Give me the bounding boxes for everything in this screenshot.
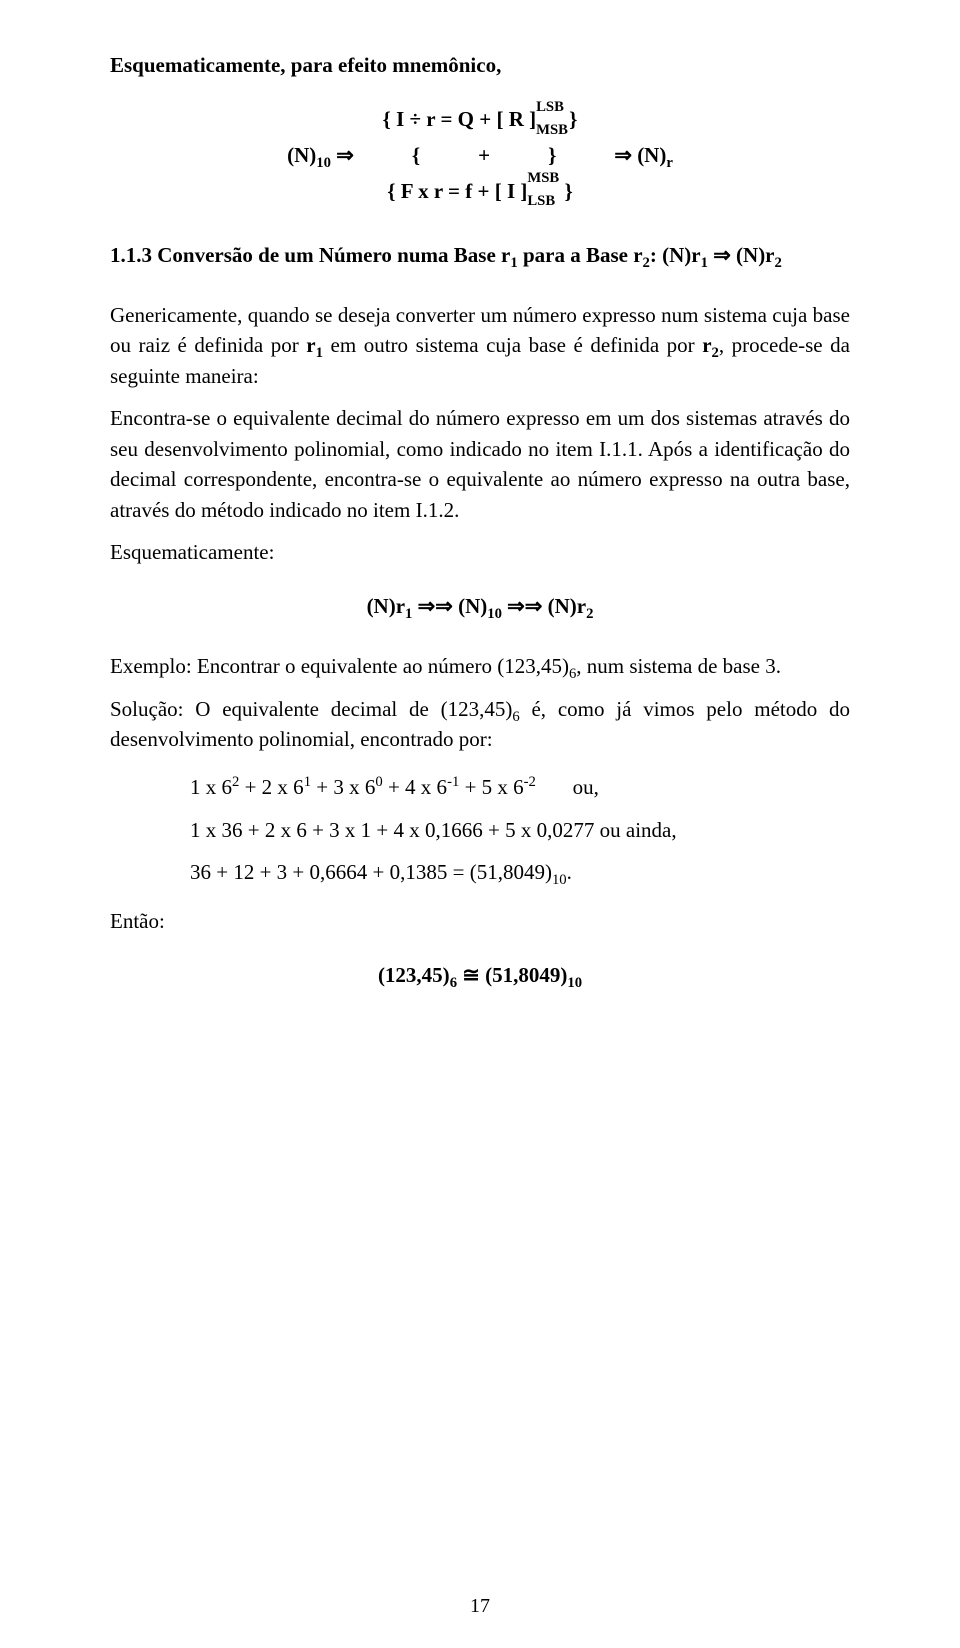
mnemonic-scheme: { I ÷ r = Q + [ R ]LSBLSBMSB } (N)10 ⇒ {… xyxy=(110,102,850,209)
then-label: Então: xyxy=(110,906,850,936)
scheme-flow: (N)r1 ⇒⇒ (N)10 ⇒⇒ (N)r2 xyxy=(110,589,850,625)
scheme-line3: { F x r = f + [ I ] xyxy=(387,179,527,203)
example-line: Exemplo: Encontrar o equivalente ao núme… xyxy=(110,651,850,681)
para-generic: Genericamente, quando se deseja converte… xyxy=(110,300,850,391)
solution-line: Solução: O equivalente decimal de (123,4… xyxy=(110,694,850,755)
section-heading: 1.1.3 Conversão de um Número numa Base r… xyxy=(110,240,850,270)
page-number: 17 xyxy=(0,1595,960,1618)
intro-line: Esquematicamente, para efeito mnemônico, xyxy=(110,50,850,80)
result-line: (123,45)6 ≅ (51,8049)10 xyxy=(110,958,850,994)
calc-block: 1 x 62 + 2 x 61 + 3 x 60 + 4 x 6-1 + 5 x… xyxy=(190,772,850,887)
para-method: Encontra-se o equivalente decimal do núm… xyxy=(110,403,850,525)
scheme-line1: { I ÷ r = Q + [ R ] xyxy=(383,107,537,131)
label-esquematicamente: Esquematicamente: xyxy=(110,537,850,567)
